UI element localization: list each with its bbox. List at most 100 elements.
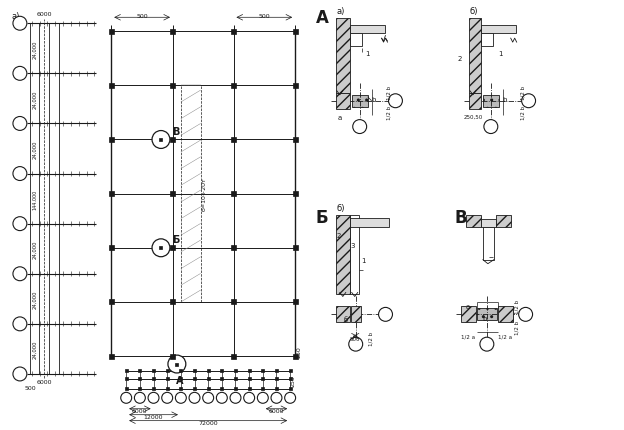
Bar — [179, 387, 182, 390]
Text: 1/2 b: 1/2 b — [520, 105, 525, 120]
Text: 1/2 b: 1/2 b — [520, 86, 525, 100]
Bar — [231, 192, 236, 197]
Bar — [350, 218, 389, 227]
Bar — [109, 300, 114, 305]
Bar — [109, 354, 114, 359]
Bar — [289, 370, 291, 373]
Bar — [352, 95, 368, 108]
Circle shape — [168, 355, 186, 373]
Circle shape — [13, 167, 27, 181]
Bar — [220, 370, 223, 373]
Circle shape — [162, 393, 173, 403]
Bar — [170, 300, 175, 305]
Text: 250,50: 250,50 — [464, 115, 482, 120]
Circle shape — [152, 131, 170, 149]
Text: 1/2 a: 1/2 a — [461, 334, 475, 339]
Text: 2: 2 — [337, 232, 341, 238]
Bar — [469, 19, 481, 94]
Text: а): а) — [337, 7, 345, 16]
Circle shape — [13, 117, 27, 131]
Bar — [166, 378, 168, 381]
Bar — [336, 215, 350, 295]
Bar — [170, 354, 175, 359]
Text: 1/2 b: 1/2 b — [514, 320, 519, 335]
Bar — [248, 370, 251, 373]
Text: 500: 500 — [25, 385, 37, 390]
Text: б=10÷20т: б=10÷20т — [201, 178, 206, 211]
Bar — [193, 378, 196, 381]
Bar — [336, 94, 350, 109]
Bar — [193, 370, 196, 373]
Text: 144.000: 144.000 — [32, 189, 37, 209]
Text: 3: 3 — [351, 242, 355, 248]
Text: а): а) — [12, 12, 21, 21]
Text: a: a — [466, 304, 470, 310]
Circle shape — [203, 393, 213, 403]
Text: 1/2 b: 1/2 b — [387, 86, 392, 100]
Text: b: b — [483, 316, 487, 322]
Bar — [170, 84, 175, 89]
Bar — [293, 192, 298, 197]
Bar — [220, 378, 223, 381]
Bar — [466, 215, 481, 227]
Text: 1: 1 — [499, 51, 503, 57]
Text: В: В — [172, 126, 179, 136]
Bar — [336, 307, 350, 322]
Bar — [231, 30, 236, 34]
Bar — [170, 192, 175, 197]
Bar — [152, 387, 155, 390]
Text: 12000: 12000 — [144, 414, 163, 419]
Circle shape — [230, 393, 241, 403]
Bar — [166, 370, 168, 373]
Bar — [160, 247, 162, 250]
Text: б: б — [344, 316, 348, 322]
Bar — [125, 378, 128, 381]
Bar — [293, 300, 298, 305]
Bar — [152, 378, 155, 381]
Bar — [231, 84, 236, 89]
Text: 24,000: 24,000 — [32, 240, 37, 258]
Circle shape — [217, 393, 227, 403]
Bar — [207, 387, 210, 390]
Text: b: b — [372, 96, 376, 102]
Circle shape — [189, 393, 200, 403]
Bar — [275, 370, 278, 373]
Text: 6000: 6000 — [37, 380, 52, 384]
Bar — [170, 138, 175, 143]
Text: 6000: 6000 — [132, 408, 148, 413]
Text: 500: 500 — [136, 14, 148, 19]
Bar — [336, 19, 350, 94]
Text: А: А — [176, 375, 183, 385]
Circle shape — [13, 17, 27, 31]
Bar — [289, 378, 291, 381]
Bar — [481, 26, 515, 34]
Bar — [293, 246, 298, 251]
Bar — [109, 30, 114, 34]
Text: b: b — [503, 96, 507, 102]
Bar — [469, 94, 481, 109]
Circle shape — [519, 308, 532, 322]
Bar — [261, 387, 265, 390]
Text: 250: 250 — [296, 345, 301, 357]
Bar — [193, 387, 196, 390]
Text: 250: 250 — [291, 374, 296, 386]
Circle shape — [484, 120, 498, 134]
Text: Б: Б — [172, 234, 179, 244]
Bar — [483, 95, 499, 108]
Bar — [166, 387, 168, 390]
Circle shape — [152, 239, 170, 257]
Bar — [139, 370, 142, 373]
Circle shape — [379, 308, 392, 322]
Bar — [483, 227, 494, 260]
Circle shape — [13, 67, 27, 81]
Bar — [109, 84, 114, 89]
Text: А: А — [316, 9, 329, 27]
Text: б): б) — [337, 203, 345, 212]
Circle shape — [148, 393, 159, 403]
Circle shape — [271, 393, 282, 403]
Circle shape — [13, 367, 27, 381]
Bar — [234, 370, 237, 373]
Bar — [261, 378, 265, 381]
Bar — [179, 378, 182, 381]
Circle shape — [13, 217, 27, 231]
